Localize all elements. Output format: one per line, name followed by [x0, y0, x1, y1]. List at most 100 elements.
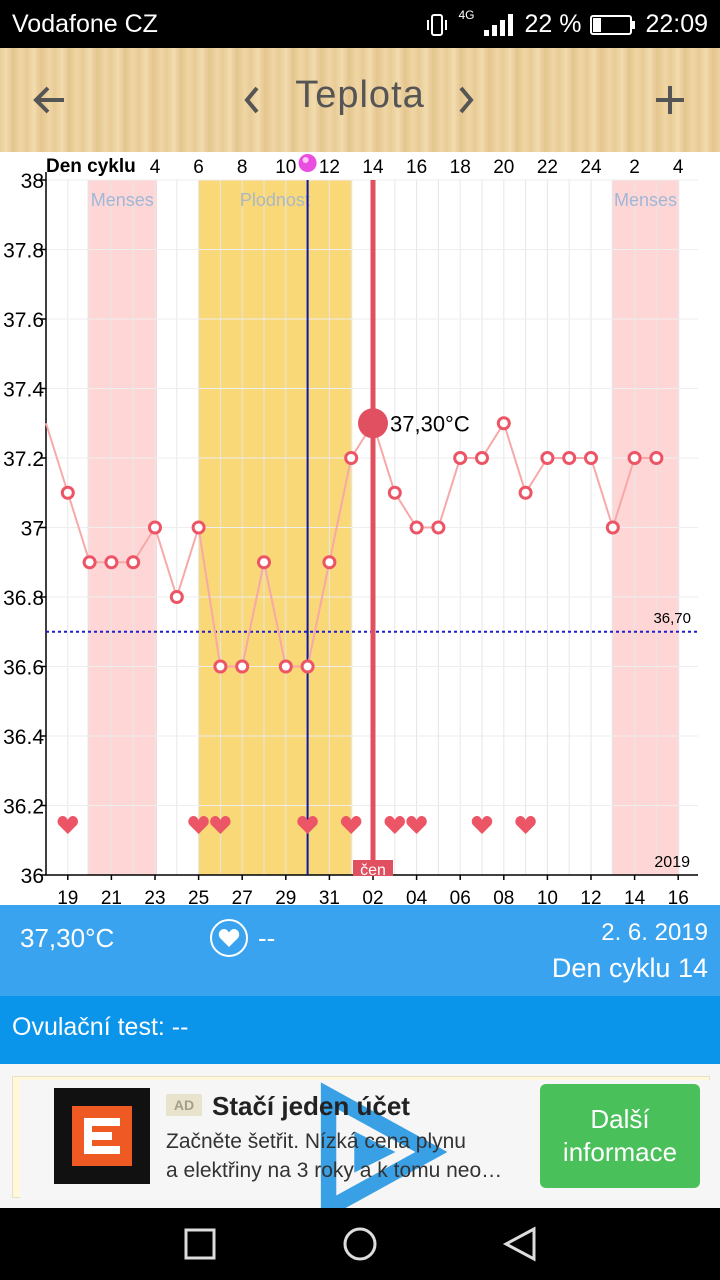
temperature-point[interactable]	[344, 451, 359, 465]
ovulation-test-row[interactable]: Ovulační test: --	[0, 996, 720, 1064]
y-tick-label: 37.4	[3, 379, 44, 402]
bottom-tick-label: 06	[450, 888, 471, 905]
top-tick-label: 6	[193, 157, 204, 178]
network-type: 4G	[458, 7, 475, 22]
bottom-tick-label: 21	[101, 888, 122, 905]
intercourse-heart-icon	[340, 816, 362, 834]
bottom-tick-label: 27	[232, 888, 253, 905]
temperature-point[interactable]	[213, 659, 228, 674]
temperature-point[interactable]	[605, 520, 620, 535]
intercourse-heart-icon	[406, 816, 427, 834]
selected-temperature: 37,30°C	[20, 923, 115, 953]
top-tick-label: 4	[150, 157, 161, 178]
bottom-tick-label: 25	[188, 888, 209, 905]
temperature-point[interactable]	[496, 416, 511, 431]
ad-cta-line-2: informace	[562, 1137, 678, 1167]
top-tick-label: 22	[537, 157, 558, 178]
temperature-point[interactable]	[475, 451, 489, 465]
chevron-right-icon	[459, 86, 474, 114]
top-tick-label: 18	[450, 157, 471, 178]
temperature-point[interactable]	[300, 659, 315, 674]
temperature-point[interactable]	[148, 520, 162, 535]
temperature-point[interactable]	[387, 485, 402, 500]
selected-date: 2. 6. 2019	[601, 919, 708, 946]
info-panel: 37,30°C -- 2. 6. 2019 Den cyklu 14	[0, 905, 720, 996]
fertility-label: Plodnost	[240, 190, 310, 210]
carrier-name: Vodafone CZ	[12, 10, 158, 38]
temperature-point[interactable]	[518, 485, 533, 500]
bottom-tick-label: 12	[580, 888, 601, 905]
intercourse-button[interactable]	[210, 919, 248, 957]
temperature-point[interactable]	[584, 451, 598, 465]
y-tick-label: 37	[21, 518, 44, 541]
y-tick-label: 36.8	[3, 587, 44, 610]
ad-logo[interactable]	[54, 1088, 150, 1184]
y-tick-label: 37.2	[3, 448, 44, 471]
ad-headline[interactable]: Stačí jeden účet	[212, 1091, 410, 1121]
temperature-point[interactable]	[257, 555, 271, 570]
top-tick-label: 24	[580, 157, 602, 178]
temperature-point[interactable]	[104, 555, 119, 570]
back-nav-button[interactable]	[502, 1226, 538, 1262]
selected-temperature-point[interactable]	[358, 408, 388, 439]
status-bar: Vodafone CZ 4G 22 % 22:09	[0, 0, 720, 48]
menses-label: Menses	[91, 190, 154, 210]
chevron-left-icon	[244, 86, 259, 114]
temperature-point[interactable]	[278, 659, 293, 674]
battery-percent: 22 %	[524, 10, 582, 38]
bottom-tick-label: 04	[406, 888, 428, 905]
today-marker-highlight	[302, 157, 309, 163]
temperature-point[interactable]	[453, 451, 468, 465]
year-label: 2019	[654, 854, 690, 871]
temperature-chart-svg[interactable]: Menses Plodnost Menses 36 36.2 36.4 36.6 36.8 37…	[0, 152, 720, 905]
top-tick-label: 2	[629, 157, 640, 178]
ad-description[interactable]: Začněte šetřit. Nízká cena plynu a elekt…	[166, 1127, 538, 1185]
top-tick-label: 16	[406, 157, 427, 178]
temperature-point[interactable]	[60, 485, 75, 500]
intercourse-heart-icon	[297, 816, 318, 834]
coverline-label: 36,70	[653, 610, 691, 627]
add-button[interactable]	[640, 70, 700, 130]
month-label-bg	[353, 860, 393, 876]
top-tick-label: 4	[673, 157, 684, 178]
temperature-point[interactable]	[169, 590, 184, 604]
intercourse-heart-icon	[188, 816, 209, 834]
ad-cta-line-1: Další	[590, 1104, 650, 1134]
vibrate-icon	[427, 13, 448, 36]
temperature-point[interactable]	[540, 451, 555, 465]
today-marker	[298, 154, 317, 172]
top-tick-label: 14	[362, 157, 384, 178]
menses-label-next: Menses	[614, 190, 677, 210]
ad-cta-button[interactable]: Další informace	[540, 1084, 700, 1188]
temperature-point[interactable]	[126, 555, 141, 570]
y-tick-label: 36	[21, 865, 44, 888]
temperature-point[interactable]	[562, 451, 577, 465]
heart-icon	[218, 929, 240, 947]
back-button[interactable]	[20, 70, 80, 130]
temperature-point[interactable]	[649, 451, 664, 465]
previous-view-button[interactable]	[222, 70, 282, 130]
ad-description-line-1: Začněte šetřit. Nízká cena plynu	[166, 1130, 466, 1153]
bottom-tick-label: 19	[57, 888, 78, 905]
y-tick-label: 37.6	[3, 309, 44, 332]
temperature-point[interactable]	[235, 659, 250, 674]
battery-icon	[590, 14, 636, 35]
next-view-button[interactable]	[436, 70, 496, 130]
recent-apps-button[interactable]	[184, 1228, 216, 1260]
selected-temperature-label: 37,30°C	[390, 411, 470, 436]
temperature-point[interactable]	[191, 520, 206, 535]
temperature-point[interactable]	[409, 520, 424, 535]
bottom-tick-label: 08	[493, 888, 514, 905]
temperature-point[interactable]	[322, 555, 337, 570]
home-button[interactable]	[342, 1226, 378, 1262]
temperature-point[interactable]	[82, 555, 97, 570]
temperature-chart[interactable]: Menses Plodnost Menses 36 36.2 36.4 36.6 36.8 37…	[0, 152, 720, 905]
bottom-tick-label: 23	[144, 888, 165, 905]
ad-badge: AD	[166, 1094, 202, 1116]
y-tick-label: 38	[21, 170, 44, 193]
bottom-tick-label: 16	[668, 888, 689, 905]
temperature-point[interactable]	[431, 520, 446, 535]
temperature-point[interactable]	[627, 451, 642, 465]
top-axis-label: Den cyklu	[46, 156, 136, 177]
ovulation-test-label: Ovulační test: --	[12, 1013, 189, 1041]
